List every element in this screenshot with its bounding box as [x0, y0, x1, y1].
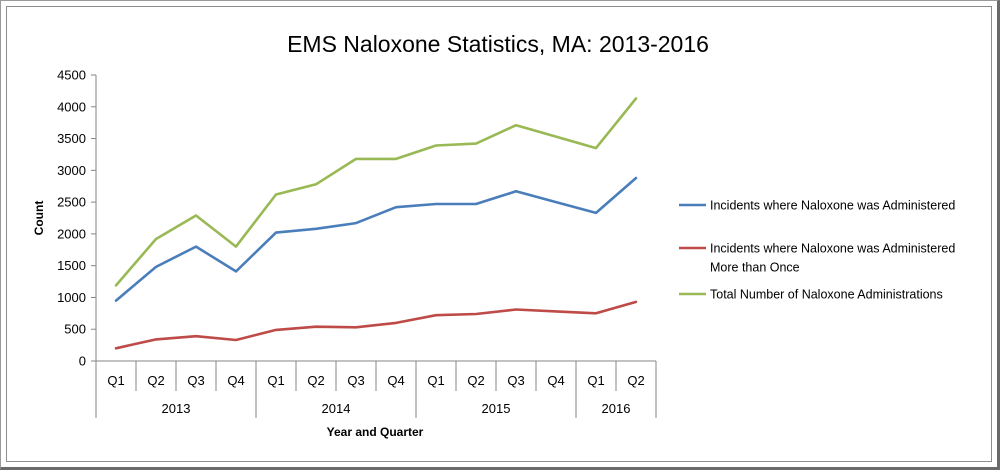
y-tick-label: 3500: [57, 131, 86, 146]
x-tick-label: Q2: [467, 373, 484, 388]
legend-label-3: Total Number of Naloxone Administrations: [710, 288, 943, 302]
x-tick-label: Q1: [427, 373, 444, 388]
x-tick-label: Q3: [187, 373, 204, 388]
year-label: 2013: [162, 401, 191, 416]
x-tick-label: Q4: [387, 373, 404, 388]
x-tick-label: Q4: [227, 373, 244, 388]
x-axis: Q1 Q2 Q3 Q4 Q1 Q2 Q3 Q4 Q1 Q2 Q3 Q4 Q1 Q2 2013 2014 2015…: [95, 360, 657, 418]
year-label: 2016: [602, 401, 631, 416]
y-tick-label: 2500: [57, 195, 86, 210]
year-label: 2014: [322, 401, 351, 416]
x-axis-title: Year and Quarter: [327, 425, 424, 439]
chart-area-border: [6, 6, 992, 462]
series-line-3: [114, 97, 638, 287]
y-tick-label: 1500: [57, 258, 86, 273]
series-lines: [114, 97, 638, 350]
x-tick-label: Q3: [507, 373, 524, 388]
legend: Incidents where Naloxone was Administere…: [679, 199, 955, 302]
series-line-2: [114, 300, 638, 350]
legend-label-2: Incidents where Naloxone was Administere…: [710, 242, 955, 275]
x-tick-label: Q1: [107, 373, 124, 388]
y-tick-label: 0: [79, 354, 86, 369]
x-tick-label: Q2: [627, 373, 644, 388]
year-label: 2015: [482, 401, 511, 416]
y-tick-label: 500: [64, 322, 86, 337]
x-tick-label: Q2: [147, 373, 164, 388]
y-axis: 0 500 1000 1500 2000 2500 3000 3500 4000 4500: [57, 68, 97, 369]
x-tick-label: Q2: [307, 373, 324, 388]
x-tick-label: Q1: [267, 373, 284, 388]
y-tick-label: 1000: [57, 290, 86, 305]
y-axis-title: Count: [32, 201, 46, 236]
y-tick-label: 2000: [57, 226, 86, 241]
y-tick-label: 4000: [57, 99, 86, 114]
x-tick-label: Q4: [547, 373, 564, 388]
chart-title: EMS Naloxone Statistics, MA: 2013-2016: [287, 31, 709, 57]
y-tick-label: 3000: [57, 163, 86, 178]
x-tick-label: Q3: [347, 373, 364, 388]
x-tick-label: Q1: [587, 373, 604, 388]
legend-label-1: Incidents where Naloxone was Administere…: [710, 199, 955, 213]
series-line-1: [114, 176, 638, 302]
y-tick-label: 4500: [57, 68, 86, 83]
